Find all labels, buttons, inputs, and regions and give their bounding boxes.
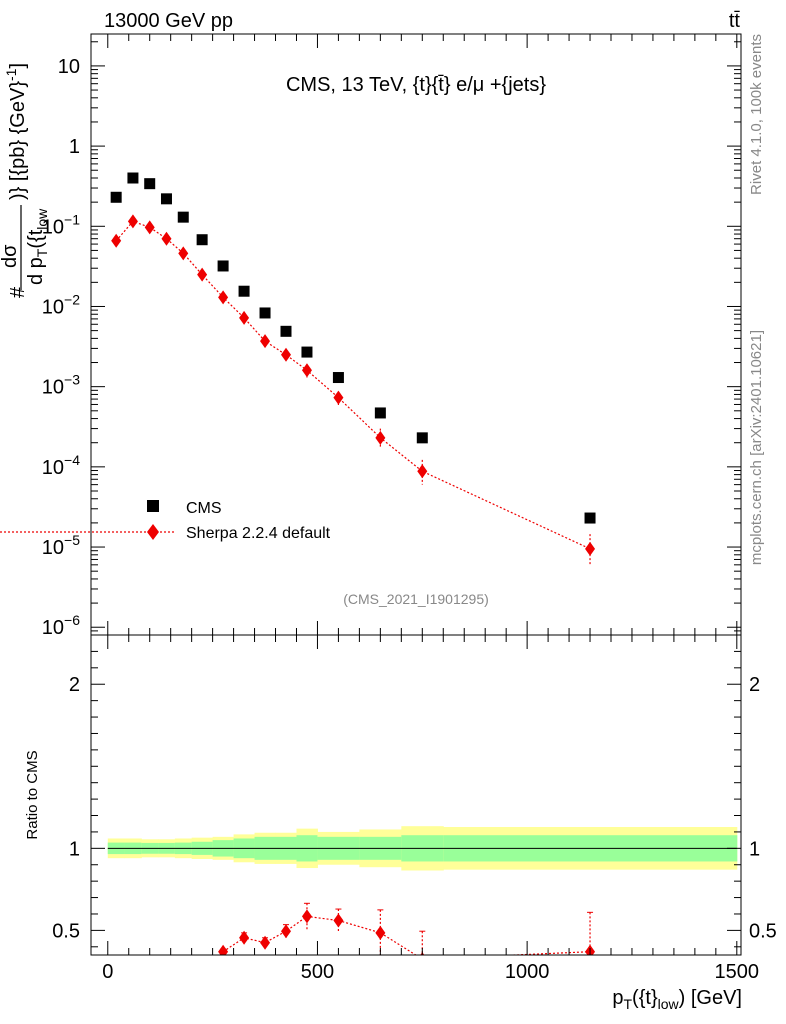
cms-point: [160, 193, 172, 205]
mc-point: [301, 363, 312, 378]
ratio-y-tick-label-right: 1: [749, 838, 760, 860]
y-tick-label: 10−1: [42, 211, 80, 238]
mc-point: [281, 347, 291, 362]
mc-point: [127, 214, 138, 229]
legend-cms-label: CMS: [186, 500, 222, 517]
cms-point: [332, 372, 344, 384]
ratio-mc-point: [239, 930, 250, 945]
mc-point: [239, 310, 250, 325]
x-tick-label: 0: [102, 961, 113, 983]
x-tick-label: 500: [301, 961, 334, 983]
cms-point: [374, 407, 386, 419]
cms-point: [110, 191, 122, 203]
ratio-mc-point: [218, 944, 229, 955]
cms-point: [259, 307, 271, 319]
ratio-mc-point: [301, 909, 312, 924]
main-y-axis-label: # dσ d pT({tlow )} [{pb} {GeV}-1]: [0, 63, 50, 298]
cms-point: [217, 260, 229, 272]
ratio-y-tick-label-left: 1: [69, 838, 80, 860]
mc-series-line: [115, 220, 591, 550]
mc-point: [144, 220, 155, 235]
x-tick-label: 1000: [505, 961, 550, 983]
cms-point: [196, 234, 208, 246]
ratio-y-tick-label-right: 2: [749, 674, 760, 696]
header-beam-label: 13000 GeV pp: [104, 10, 233, 32]
ratio-y-axis-label: Ratio to CMS: [24, 750, 41, 839]
y-label-denominator: d pT({tlow: [25, 208, 50, 285]
ratio-y-tick-label-right: 0.5: [749, 920, 777, 942]
mc-point: [218, 290, 229, 305]
y-label-dsigma: dσ: [0, 244, 21, 268]
cms-point: [238, 285, 250, 297]
legend: CMS Sherpa 2.2.4 default: [0, 500, 331, 542]
y-tick-label: 1: [69, 136, 80, 158]
legend-cms-marker: [147, 500, 159, 512]
cms-point: [301, 346, 313, 358]
ratio-y-tick-label-left: 2: [69, 674, 80, 696]
mc-point: [585, 541, 596, 556]
mc-point: [260, 334, 271, 349]
ratio-mc-point: [375, 925, 386, 940]
x-tick-label: 1500: [715, 961, 760, 983]
ratio-mc-point: [281, 924, 291, 939]
ratio-y-tick-label-left: 0.5: [52, 920, 80, 942]
y-tick-label: 10−5: [42, 532, 80, 559]
legend-mc-marker: [147, 524, 159, 540]
cms-point: [177, 211, 189, 223]
ratio-mc-point: [333, 913, 344, 928]
ratio-mc-point: [260, 935, 271, 950]
header-process-label: tt̄: [729, 10, 741, 32]
mc-point: [161, 231, 172, 246]
ratio-mc-line: [222, 915, 591, 955]
mc-point: [375, 430, 386, 445]
mcplots-label: mcplots.cern.ch [arXiv:2401.10621]: [748, 330, 765, 565]
mc-point: [178, 246, 189, 261]
y-tick-label: 10−3: [42, 372, 80, 399]
cms-point: [584, 512, 596, 524]
ratio-frame: [90, 634, 742, 956]
rivet-version-label: Rivet 4.1.0, 100k events: [748, 34, 765, 195]
ratio-panel: 0.5 0.5 1 1 2 2 0 500 1000 1500 Ratio to CMS pT({…: [24, 634, 777, 1012]
mc-point: [111, 233, 122, 248]
mc-point: [417, 464, 428, 479]
y-tick-label: 10−6: [42, 612, 80, 639]
analysis-watermark: (CMS_2021_I1901295): [343, 591, 489, 607]
y-label-hash: #: [7, 286, 29, 298]
cms-point: [144, 178, 156, 190]
y-tick-label: 10−2: [42, 291, 80, 318]
y-label-units: )} [{pb} {GeV}-1]: [3, 63, 29, 200]
main-panel: 10−6 10−5 10−4 10−3 10−2 10−1 1 10 CMS, 13 TeV,…: [0, 33, 742, 639]
cms-point: [416, 432, 428, 444]
mc-point: [333, 390, 344, 405]
y-tick-label: 10−4: [42, 452, 80, 479]
y-tick-label: 10: [58, 56, 80, 78]
x-axis-label: pT({t}low) [GeV]: [612, 987, 742, 1012]
mc-point: [197, 267, 208, 282]
main-frame: [90, 33, 742, 636]
main-plot-title: CMS, 13 TeV, {t}{t̄} e/μ +{jets}: [286, 74, 546, 96]
cms-point: [127, 172, 139, 184]
legend-mc-label: Sherpa 2.2.4 default: [186, 525, 331, 542]
cms-point: [280, 325, 292, 337]
